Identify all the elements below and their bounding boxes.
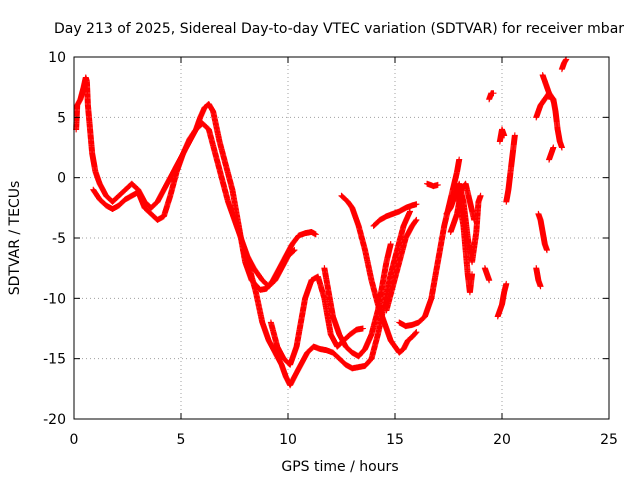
data-series-s8 [383,216,420,314]
data-series-s2 [90,120,298,290]
data-series-s6 [338,192,420,356]
data-series-s19 [533,265,544,290]
grid [74,57,609,419]
x-tick-label: 15 [386,432,404,448]
y-tick-label: 0 [57,171,66,187]
data-series-s1 [73,74,319,293]
data-series-s24 [558,56,570,73]
data-points [73,56,570,389]
data-series-s23 [546,144,557,163]
data-series-s10 [424,180,441,190]
y-tick-label: 5 [57,110,66,126]
chart-title: Day 213 of 2025, Sidereal Day-to-day VTE… [54,21,624,37]
data-series-s15 [486,90,497,103]
y-tick-label: 10 [48,50,66,66]
ticks: 0 5 10 15 20 25 10 5 0 -5 -10 -15 -20 [43,50,618,448]
y-axis-label: SDTVAR / TECUs [7,181,23,296]
x-tick-label: 5 [177,432,186,448]
data-series-s5 [321,241,394,360]
data-series-s14 [481,265,493,284]
y-tick-label: -10 [43,291,66,307]
x-tick-label: 0 [70,432,79,448]
data-series-s20 [535,210,550,254]
data-series-s7 [370,201,420,229]
data-series-s3 [240,208,413,389]
data-series-s13 [454,186,476,296]
data-series-s22 [539,72,555,103]
data-series-s17 [496,126,508,145]
x-tick-label: 20 [493,432,511,448]
y-tick-label: -20 [43,412,66,428]
data-series-s18 [503,132,518,205]
x-tick-label: 25 [600,432,618,448]
y-tick-label: -5 [52,231,66,247]
y-tick-label: -15 [43,352,66,368]
x-tick-label: 10 [279,432,297,448]
x-axis-label: GPS time / hours [281,459,398,475]
data-series-s16 [494,280,510,320]
